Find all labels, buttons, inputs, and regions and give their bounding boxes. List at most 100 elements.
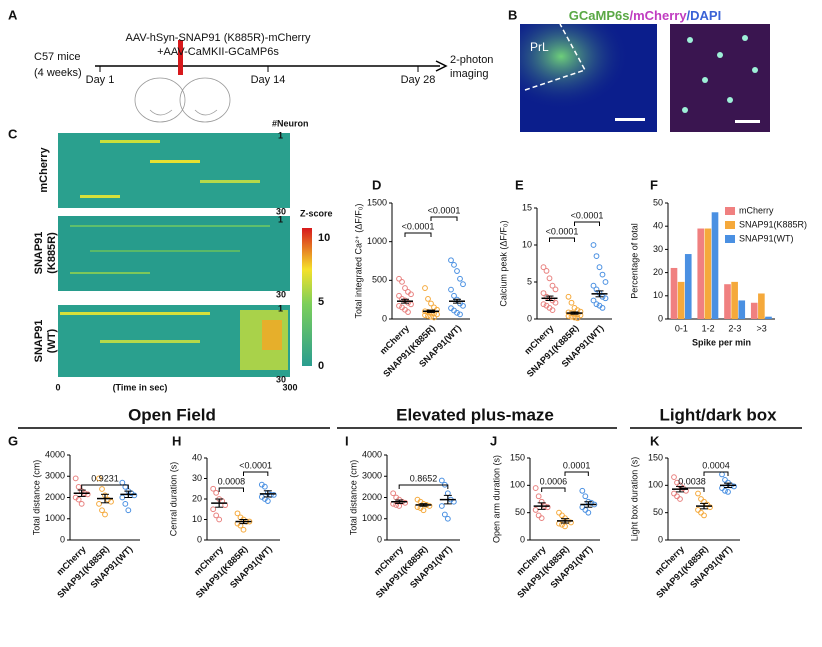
data-point	[731, 483, 737, 490]
y-axis-label: Light box duration (s)	[629, 457, 639, 542]
data-point	[552, 286, 559, 293]
data-point	[75, 483, 82, 490]
data-point	[261, 483, 268, 490]
data-point	[131, 492, 138, 499]
x-tick-label: SNAP91(WT)	[548, 544, 594, 590]
data-point	[405, 309, 411, 315]
data-point	[546, 275, 553, 282]
data-point	[122, 500, 129, 507]
y-axis-label: Calcium peak (ΔF/F₀)	[498, 220, 508, 306]
y-tick-label: 0	[382, 313, 387, 323]
y-tick-label: 50	[653, 197, 663, 207]
significance-bracket	[564, 471, 589, 476]
data-point	[559, 512, 565, 519]
data-point	[599, 305, 606, 311]
panel-letter: A	[8, 7, 18, 22]
row-label: SNAP91(K885R)	[33, 232, 58, 275]
p-value: <0.0001	[546, 226, 579, 236]
data-point	[562, 523, 568, 530]
row-label-line: mCherry	[38, 147, 50, 193]
data-point	[422, 285, 428, 291]
data-point	[396, 275, 402, 282]
legend-swatch	[725, 235, 735, 243]
y-axis-label: Percentage of total	[629, 223, 639, 299]
data-point	[571, 314, 578, 321]
data-point	[698, 496, 704, 502]
y-tick-label: 30	[653, 244, 663, 254]
y-axis-label: Open arm duration (s)	[491, 455, 501, 543]
data-point	[535, 512, 542, 519]
p-value: 0.9231	[91, 473, 119, 483]
row-tick: 30	[276, 206, 286, 216]
panel-letter: J	[490, 433, 497, 448]
data-point	[210, 506, 217, 513]
significance-bracket	[430, 216, 458, 221]
data-point	[402, 285, 408, 291]
data-point	[540, 264, 547, 271]
data-point	[431, 314, 437, 321]
y-tick-label: 0	[658, 534, 663, 544]
data-point	[602, 295, 609, 302]
significance-bracket	[549, 237, 575, 242]
data-point	[125, 507, 132, 514]
scale-bar	[735, 120, 760, 123]
p-value: 0.8652	[410, 473, 438, 483]
data-point	[574, 315, 581, 322]
data-point	[701, 512, 707, 519]
day-label: Day 14	[251, 74, 286, 86]
y-tick-label: 0	[377, 534, 382, 544]
timeline-text: AAV-hSyn-SNAP91 (K885R)-mCherry	[125, 32, 311, 44]
p-value: <0.0001	[428, 205, 461, 215]
y-tick-label: 1500	[367, 197, 387, 207]
significance-bracket	[679, 487, 705, 492]
data-point	[549, 282, 556, 289]
p-value: 0.0008	[218, 476, 246, 486]
panel-letter: D	[372, 177, 381, 192]
image-title-part: /DAPI	[687, 8, 722, 23]
data-point	[677, 496, 683, 502]
panel-letter: E	[515, 177, 524, 192]
image-title-part: /mCherry	[629, 8, 687, 23]
data-point	[719, 485, 725, 491]
section-title: Open Field	[128, 405, 216, 424]
y-axis-label: Total distance (cm)	[31, 460, 41, 536]
data-point	[451, 261, 457, 268]
p-value: <0.0001	[571, 210, 604, 220]
panel-letter: I	[345, 433, 349, 448]
data-point	[719, 471, 725, 478]
p-value: 0.0004	[702, 460, 730, 470]
y-tick-label: 500	[372, 275, 387, 285]
data-point	[707, 504, 713, 511]
data-point	[540, 301, 547, 308]
significance-bracket	[81, 484, 129, 489]
panel-letter: C	[8, 126, 18, 141]
y-axis-label: Total distance (cm)	[348, 460, 358, 536]
data-point	[543, 293, 550, 300]
data-point	[460, 281, 466, 288]
region-outline	[524, 23, 587, 91]
data-point	[725, 488, 731, 495]
y-tick-label: 150	[510, 452, 525, 462]
panel-letter: H	[172, 433, 181, 448]
data-point	[75, 496, 82, 503]
bar	[677, 281, 685, 319]
data-point	[420, 507, 427, 514]
cells	[682, 35, 758, 113]
significance-bracket	[541, 487, 566, 492]
section-title: Light/dark box	[659, 405, 777, 424]
heatmap-wt	[58, 305, 290, 377]
data-point	[451, 292, 457, 299]
y-tick-label: 3000	[362, 471, 382, 481]
brain-image-signal	[520, 24, 657, 132]
data-point	[556, 520, 562, 527]
y-tick-label: 0	[658, 313, 663, 323]
y-tick-label: 10	[192, 514, 202, 524]
y-tick-label: 5	[527, 276, 532, 286]
data-point	[402, 499, 409, 506]
x-tick-label: 2-3	[728, 323, 741, 333]
y-tick-label: 20	[192, 493, 202, 503]
data-point	[565, 293, 572, 300]
p-value: <0.0001	[239, 460, 272, 470]
bar	[750, 302, 758, 319]
data-point	[596, 264, 603, 271]
